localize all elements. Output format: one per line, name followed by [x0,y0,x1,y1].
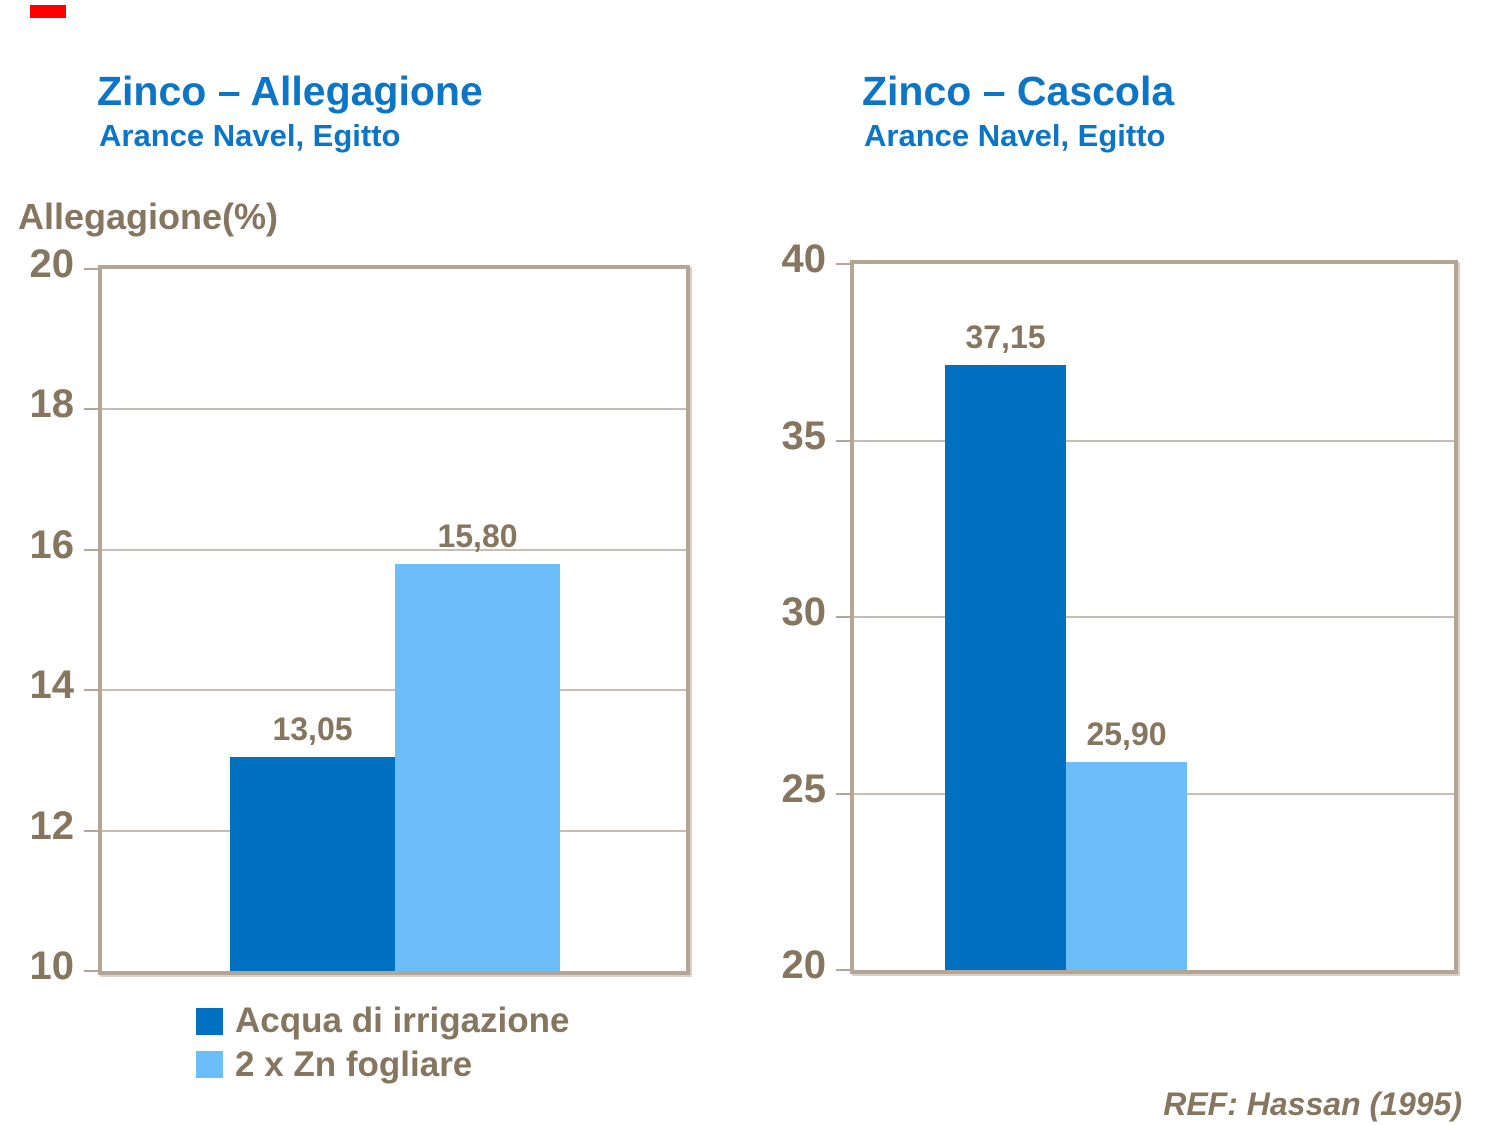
y-tick-label: 10 [29,944,75,989]
left-chart-title: Zinco – Allegagione [97,68,483,114]
y-tick-mark [836,263,850,265]
gridline [102,408,686,411]
y-tick-mark [836,439,850,442]
bar-light [1066,761,1187,970]
y-tick-mark [84,548,98,551]
corner-mark [30,5,66,18]
left-chart-subtitle: Arance Navel, Egitto [99,118,401,153]
gridline [102,548,686,551]
bar-dark [945,364,1066,970]
bar-value-label: 13,05 [272,710,353,747]
legend-swatch-dark-blue [196,1007,223,1035]
legend-item-foliar: 2 x Zn fogliare [196,1044,570,1085]
y-tick-mark [84,408,98,411]
legend-label: Acqua di irrigazione [235,1001,570,1040]
gridline [854,439,1454,442]
y-tick-label: 20 [29,242,75,287]
y-tick-label: 12 [29,803,75,848]
ref-citation: REF: Hassan (1995) [1163,1086,1462,1122]
y-tick-label: 20 [781,943,827,988]
legend-item-irrigation: Acqua di irrigazione [196,1001,570,1041]
bar-light [395,563,560,971]
plot-area: 13,05 15,80 [84,265,690,975]
y-tick-mark [836,616,850,618]
y-tick-mark [84,268,98,270]
y-tick-label: 30 [781,590,827,635]
y-tick-label: 40 [781,237,827,282]
bar-dark [230,756,395,971]
left-chart-y-axis-label: Allegagione(%) [18,196,279,237]
y-tick-mark [84,970,98,972]
chart-allegagione: 13,05 15,80 20 18 16 14 12 10 [0,244,690,1027]
y-tick-label: 14 [29,663,75,708]
right-chart-subtitle: Arance Navel, Egitto [864,118,1166,153]
y-tick-label: 35 [781,413,827,458]
right-chart-title: Zinco – Cascola [862,68,1175,114]
y-tick-mark [836,792,850,795]
bar-value-label: 25,90 [1086,715,1167,752]
y-tick-mark [84,829,98,832]
chart-cascola: 37,15 25,90 40 35 30 25 20 [700,239,1458,1026]
legend-swatch-light-blue [196,1051,223,1079]
legend: Acqua di irrigazione 2 x Zn fogliare [196,1001,570,1089]
y-tick-label: 25 [781,766,827,811]
y-tick-mark [84,689,98,692]
plot-area: 37,15 25,90 [836,260,1458,974]
gridline [854,616,1454,618]
y-tick-mark [836,969,850,971]
legend-label: 2 x Zn fogliare [235,1044,473,1084]
bar-value-label: 15,80 [437,517,518,554]
y-tick-label: 18 [29,382,75,427]
y-tick-label: 16 [29,522,75,567]
bar-value-label: 37,15 [965,318,1046,355]
gridline [102,689,686,692]
